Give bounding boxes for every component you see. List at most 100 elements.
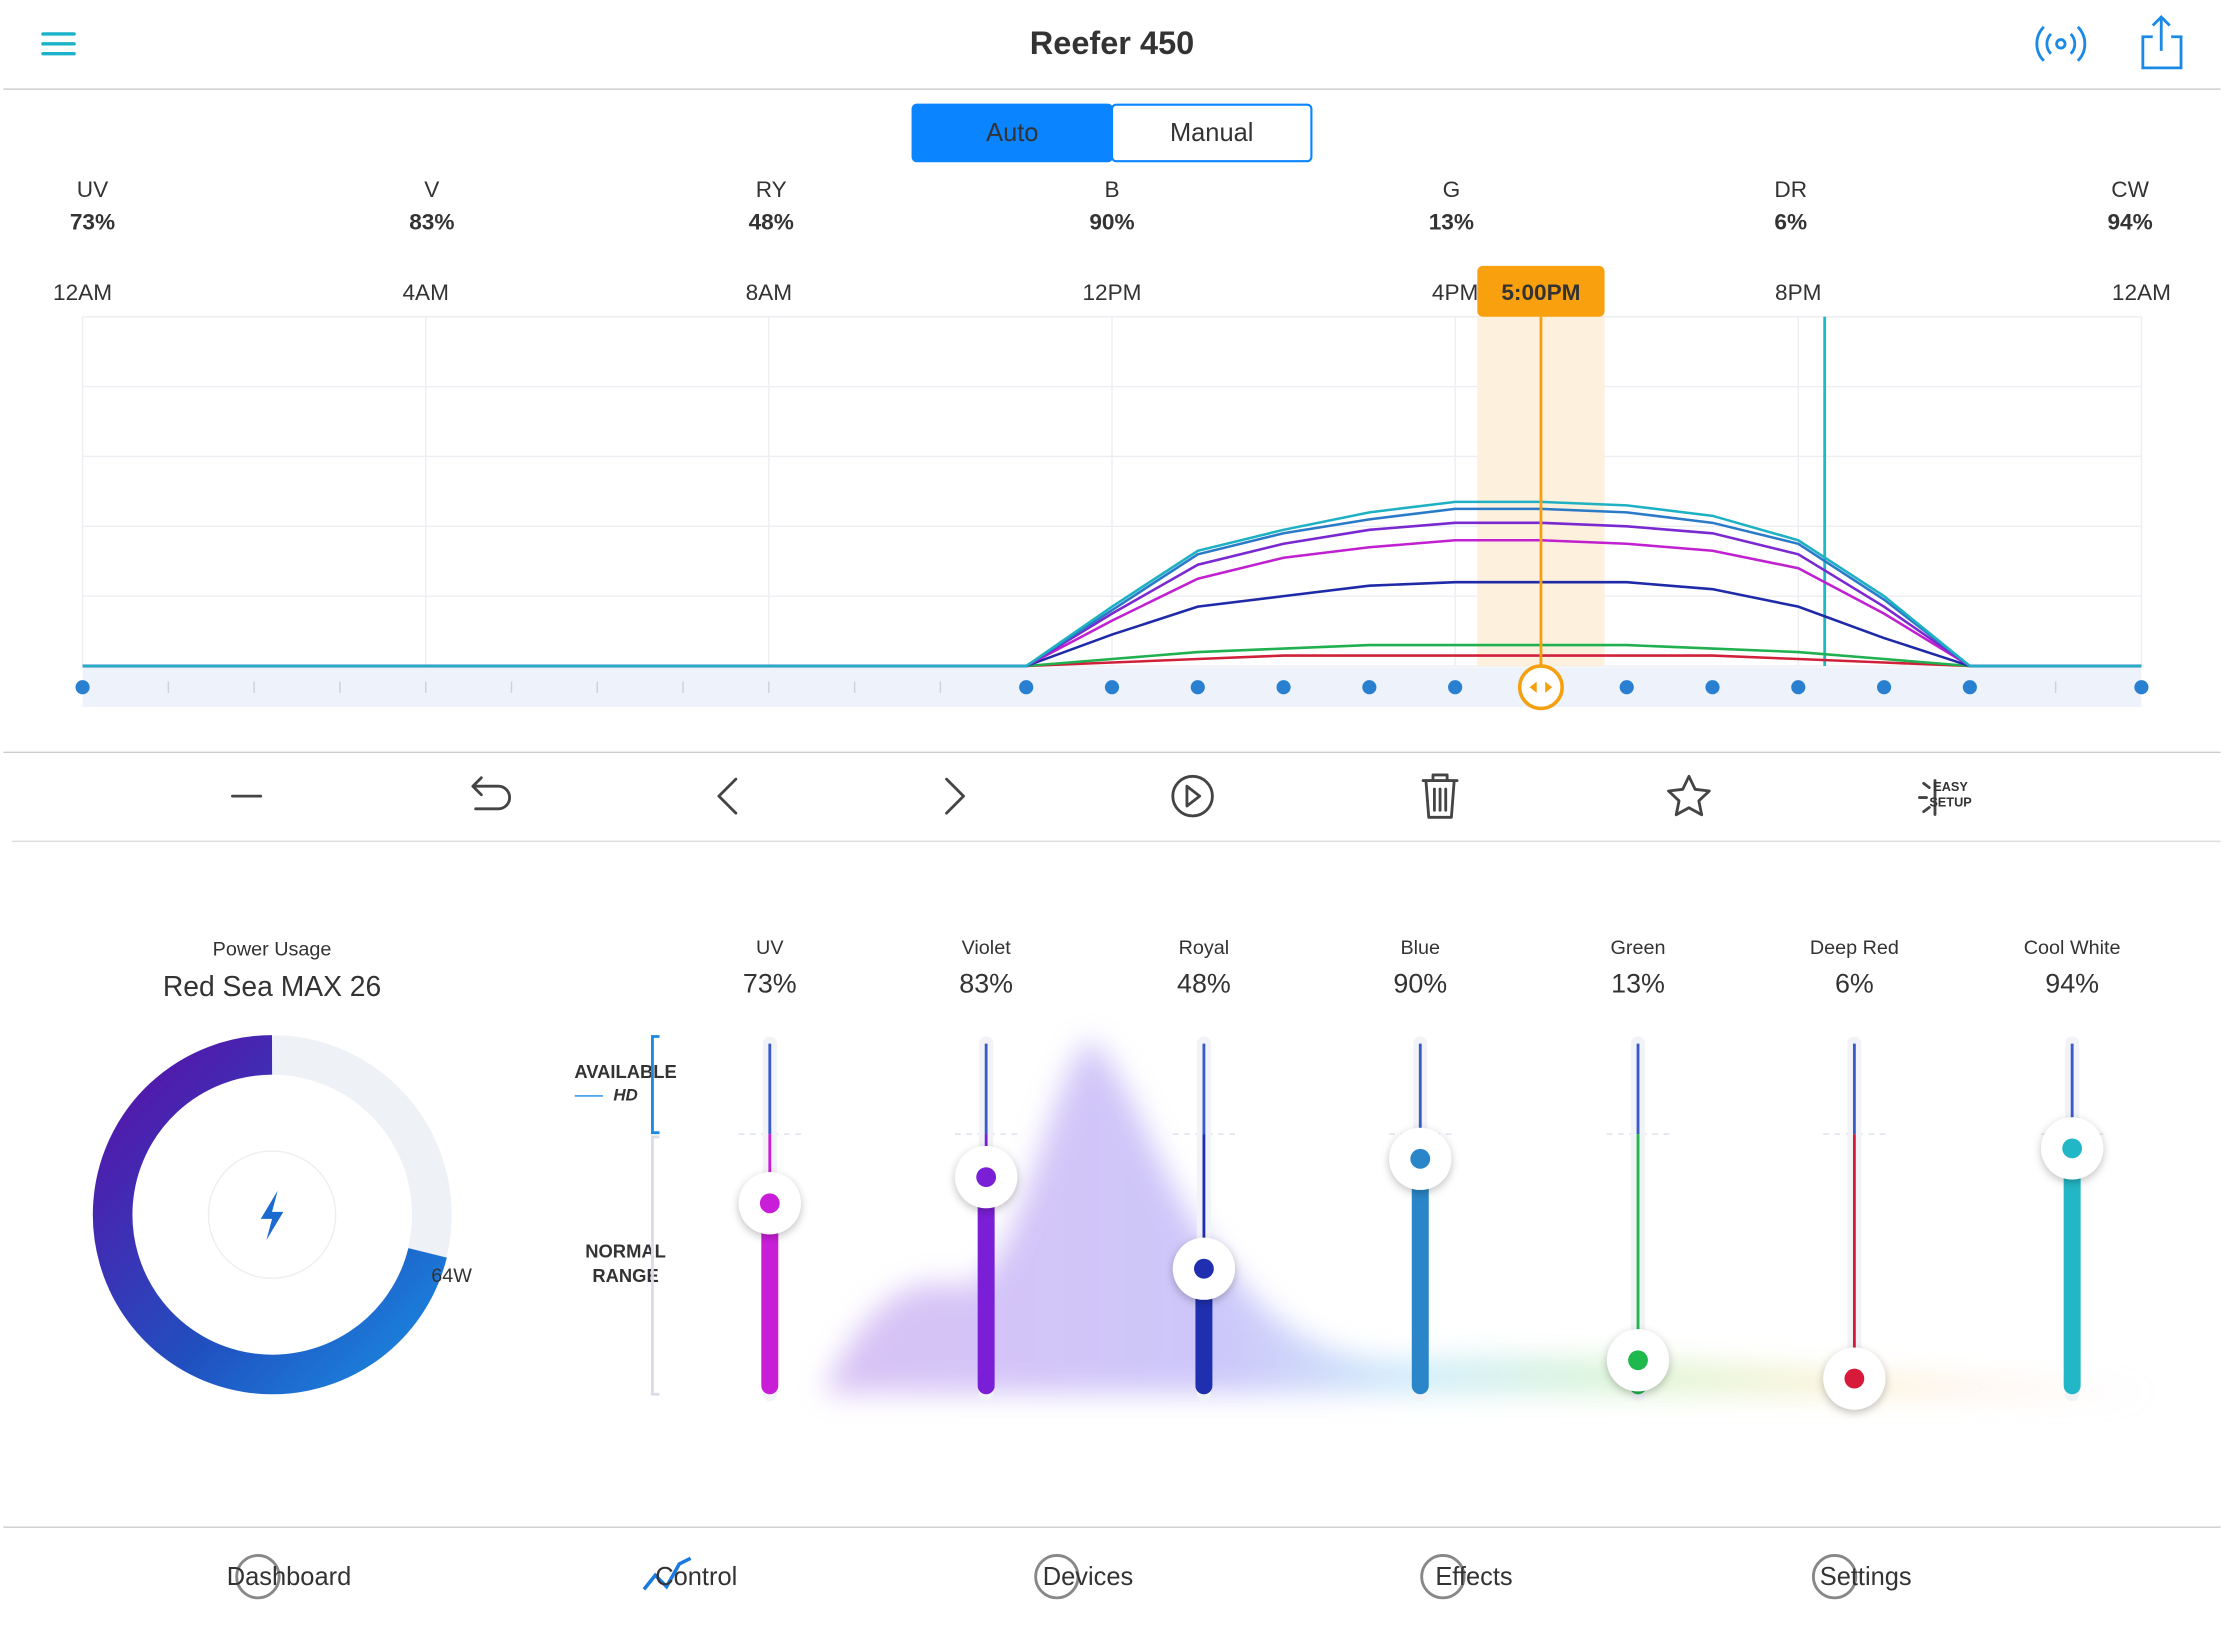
undo-button[interactable] bbox=[471, 776, 511, 811]
normal-range-label: NORMAL bbox=[585, 1241, 666, 1262]
schedule-point[interactable] bbox=[1448, 680, 1463, 695]
schedule-point[interactable] bbox=[75, 680, 90, 695]
schedule-point[interactable] bbox=[1962, 680, 1977, 695]
tab[interactable]: Effects bbox=[1420, 1554, 1513, 1600]
schedule-point[interactable] bbox=[1190, 680, 1205, 695]
channel-name: B bbox=[1104, 177, 1119, 202]
share-button[interactable] bbox=[2141, 14, 2183, 70]
channel-value: 83% bbox=[409, 209, 454, 234]
toggle-option[interactable] bbox=[1110, 103, 1313, 163]
schedule-chart: 12AM 4AM 8AM 12PM 4PM 8PM 12AM 5:00PM bbox=[53, 265, 2171, 711]
tab-bar: Dashboard Control Devices Effects Settings bbox=[227, 1554, 1912, 1600]
tab[interactable]: Dashboard bbox=[227, 1554, 351, 1600]
connect-button[interactable] bbox=[2035, 25, 2087, 62]
available-label: AVAILABLE bbox=[574, 1061, 676, 1082]
x-tick-label: 8PM bbox=[1775, 280, 1822, 305]
slider-value: 6% bbox=[1835, 969, 1874, 999]
x-tick-label: 4AM bbox=[402, 280, 449, 305]
schedule-point[interactable] bbox=[1877, 680, 1892, 695]
channel-value: 94% bbox=[2107, 209, 2152, 234]
tab-label: Settings bbox=[1820, 1563, 1912, 1591]
tab[interactable]: Devices bbox=[1034, 1554, 1134, 1600]
tab-label: Control bbox=[655, 1563, 737, 1591]
slider-knob-dot bbox=[1844, 1368, 1865, 1389]
schedule-curve bbox=[82, 500, 2142, 668]
previous-button[interactable] bbox=[717, 777, 738, 815]
slider-name: Royal bbox=[1179, 937, 1230, 959]
cursor-handle[interactable] bbox=[1517, 664, 1564, 711]
slider-value: 94% bbox=[2045, 969, 2099, 999]
schedule-point[interactable] bbox=[1619, 680, 1634, 695]
toolbar: EASY SETUP bbox=[231, 773, 1972, 819]
schedule-point[interactable] bbox=[1276, 680, 1291, 695]
slider-knob-dot bbox=[759, 1193, 780, 1214]
channel-name: CW bbox=[2111, 177, 2149, 202]
tab-icon bbox=[235, 1554, 281, 1600]
power-title: Power Usage bbox=[213, 938, 332, 960]
tab[interactable]: Control bbox=[642, 1556, 737, 1591]
channel-name: DR bbox=[1774, 177, 1807, 202]
device-name: Red Sea MAX 26 bbox=[163, 970, 381, 1002]
menu-button[interactable] bbox=[41, 32, 76, 56]
schedule-curve bbox=[82, 654, 2142, 668]
slider-name: Blue bbox=[1400, 937, 1440, 959]
slider-fill bbox=[977, 1177, 995, 1395]
hd-bracket bbox=[651, 1035, 660, 1135]
easy-setup-label: EASY bbox=[1933, 779, 1968, 794]
slider-knob-dot bbox=[1194, 1258, 1214, 1279]
normal-bracket bbox=[651, 1135, 660, 1396]
slider-value: 48% bbox=[1177, 969, 1231, 999]
tab-label: Effects bbox=[1435, 1563, 1512, 1591]
slider-knob-dot bbox=[976, 1167, 997, 1188]
channel-name: RY bbox=[756, 177, 787, 202]
slider-name: Cool White bbox=[2024, 937, 2121, 959]
tab-label: Devices bbox=[1043, 1563, 1133, 1591]
channel-value: 48% bbox=[749, 209, 794, 234]
slider-name: UV bbox=[756, 937, 784, 959]
channel-value: 90% bbox=[1089, 209, 1134, 234]
favorite-button[interactable] bbox=[1667, 774, 1711, 817]
tab[interactable]: Settings bbox=[1811, 1554, 1912, 1600]
channel-value: 73% bbox=[70, 209, 115, 234]
schedule-point[interactable] bbox=[1705, 680, 1720, 695]
normal-range-label: RANGE bbox=[592, 1265, 658, 1286]
x-tick-label: 12AM bbox=[2112, 280, 2171, 305]
easy-setup-label: SETUP bbox=[1929, 795, 1972, 810]
schedule-point[interactable] bbox=[1362, 680, 1377, 695]
x-tick-label: 4PM bbox=[1432, 280, 1479, 305]
schedule-curve bbox=[82, 521, 2142, 668]
schedule-curve bbox=[82, 643, 2142, 668]
channel-name: UV bbox=[77, 177, 108, 202]
play-button[interactable] bbox=[1171, 774, 1214, 818]
slider-name: Green bbox=[1611, 937, 1666, 959]
schedule-point[interactable] bbox=[1791, 680, 1806, 695]
channel-value: 6% bbox=[1774, 209, 1807, 234]
toggle-label: Auto bbox=[986, 119, 1038, 147]
spectrum-graphic bbox=[823, 1039, 2153, 1393]
slider-value: 73% bbox=[743, 969, 797, 999]
slider-value: 83% bbox=[959, 969, 1013, 999]
tab-icon bbox=[1034, 1554, 1080, 1600]
slider-knob-dot bbox=[1628, 1350, 1648, 1371]
channel-sliders: UV 73% Violet 83% Royal 48% Blue 90% Green 13% Dee… bbox=[738, 937, 2121, 1410]
next-button[interactable] bbox=[945, 777, 965, 815]
mode-toggle: Auto Manual bbox=[911, 103, 1313, 163]
schedule-point[interactable] bbox=[1104, 680, 1120, 695]
slider-fill bbox=[1195, 1268, 1213, 1395]
slider-name: Deep Red bbox=[1810, 937, 1899, 959]
x-tick-label: 12AM bbox=[53, 280, 112, 305]
slider-knob-dot bbox=[1410, 1148, 1431, 1169]
hd-label: HD bbox=[613, 1085, 638, 1104]
slider-name: Violet bbox=[962, 937, 1012, 959]
schedule-point[interactable] bbox=[2134, 680, 2149, 695]
delete-button[interactable] bbox=[1421, 773, 1459, 819]
tab-icon bbox=[642, 1556, 692, 1591]
slider-fill bbox=[2063, 1148, 2081, 1395]
schedule-point[interactable] bbox=[1019, 680, 1034, 695]
slider-fill bbox=[761, 1203, 779, 1395]
page-title: Reefer 450 bbox=[1030, 25, 1195, 61]
slider-value: 13% bbox=[1611, 969, 1665, 999]
channel-name: V bbox=[424, 177, 439, 202]
easy-setup-button[interactable]: EASY SETUP bbox=[1918, 779, 1972, 816]
